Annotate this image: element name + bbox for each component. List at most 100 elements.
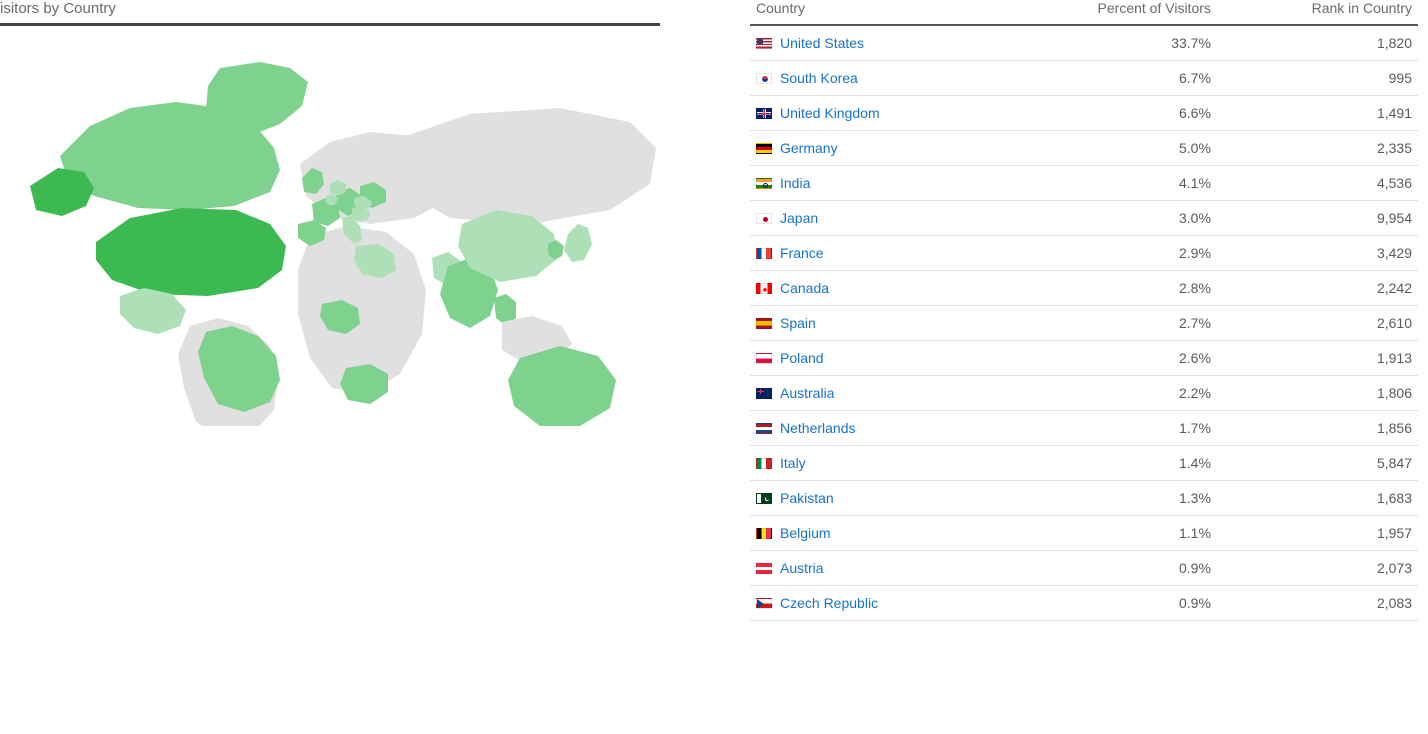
country-link[interactable]: United Kingdom bbox=[780, 105, 880, 121]
table-row: South Korea 6.7%995 bbox=[750, 61, 1418, 96]
table-row: Australia2.2%1,806 bbox=[750, 376, 1418, 411]
rank-cell: 2,242 bbox=[1217, 271, 1418, 306]
percent-cell: 1.4% bbox=[993, 446, 1217, 481]
rank-cell: 2,073 bbox=[1217, 551, 1418, 586]
country-cell: Spain bbox=[750, 306, 993, 341]
flag-icon bbox=[756, 318, 772, 329]
col-percent[interactable]: Percent of Visitors bbox=[993, 0, 1217, 25]
rank-cell: 1,913 bbox=[1217, 341, 1418, 376]
percent-cell: 0.9% bbox=[993, 586, 1217, 621]
table-row: United Kingdom6.6%1,491 bbox=[750, 96, 1418, 131]
flag-icon bbox=[756, 493, 772, 504]
percent-cell: 0.9% bbox=[993, 551, 1217, 586]
percent-cell: 2.7% bbox=[993, 306, 1217, 341]
rank-cell: 1,683 bbox=[1217, 481, 1418, 516]
table-row: Czech Republic 0.9%2,083 bbox=[750, 586, 1418, 621]
table-row: Netherlands 1.7%1,856 bbox=[750, 411, 1418, 446]
map-panel: isitors by Country bbox=[0, 0, 680, 426]
country-table: Country Percent of Visitors Rank in Coun… bbox=[750, 0, 1418, 621]
flag-icon bbox=[756, 213, 772, 224]
country-cell: Japan bbox=[750, 201, 993, 236]
table-row: Spain 2.7%2,610 bbox=[750, 306, 1418, 341]
rank-cell: 4,536 bbox=[1217, 166, 1418, 201]
flag-icon bbox=[756, 528, 772, 539]
country-link[interactable]: Australia bbox=[780, 385, 834, 401]
flag-icon bbox=[756, 178, 772, 189]
percent-cell: 4.1% bbox=[993, 166, 1217, 201]
table-row: Austria 0.9%2,073 bbox=[750, 551, 1418, 586]
map-united-states bbox=[96, 208, 286, 296]
country-link[interactable]: Pakistan bbox=[780, 490, 834, 506]
rank-cell: 1,856 bbox=[1217, 411, 1418, 446]
country-link[interactable]: France bbox=[780, 245, 824, 261]
country-link[interactable]: India bbox=[780, 175, 810, 191]
flag-icon bbox=[756, 598, 772, 609]
table-row: Canada2.8%2,242 bbox=[750, 271, 1418, 306]
rank-cell: 9,954 bbox=[1217, 201, 1418, 236]
country-link[interactable]: Japan bbox=[780, 210, 818, 226]
percent-cell: 3.0% bbox=[993, 201, 1217, 236]
table-row: United States33.7%1,820 bbox=[750, 25, 1418, 61]
map-japan bbox=[564, 224, 592, 262]
country-link[interactable]: Germany bbox=[780, 140, 838, 156]
country-cell: United Kingdom bbox=[750, 96, 993, 131]
country-link[interactable]: Netherlands bbox=[780, 420, 856, 436]
country-cell: Poland bbox=[750, 341, 993, 376]
map-alaska bbox=[30, 168, 94, 216]
country-cell: Italy bbox=[750, 446, 993, 481]
table-row: Poland 2.6%1,913 bbox=[750, 341, 1418, 376]
col-country[interactable]: Country bbox=[750, 0, 993, 25]
flag-icon bbox=[756, 283, 772, 294]
rank-cell: 995 bbox=[1217, 61, 1418, 96]
rank-cell: 1,957 bbox=[1217, 516, 1418, 551]
country-cell: India bbox=[750, 166, 993, 201]
table-row: France 2.9%3,429 bbox=[750, 236, 1418, 271]
table-row: Japan 3.0%9,954 bbox=[750, 201, 1418, 236]
flag-icon bbox=[756, 38, 772, 49]
country-link[interactable]: Italy bbox=[780, 455, 806, 471]
map-south-africa bbox=[340, 364, 388, 404]
map-mexico bbox=[120, 288, 186, 334]
flag-icon bbox=[756, 353, 772, 364]
table-row: Italy1.4%5,847 bbox=[750, 446, 1418, 481]
country-link[interactable]: South Korea bbox=[780, 70, 858, 86]
percent-cell: 1.1% bbox=[993, 516, 1217, 551]
flag-icon bbox=[756, 423, 772, 434]
table-row: Germany5.0%2,335 bbox=[750, 131, 1418, 166]
percent-cell: 33.7% bbox=[993, 25, 1217, 61]
section-title: isitors by Country bbox=[0, 0, 680, 23]
map-australia bbox=[508, 346, 616, 426]
percent-cell: 2.6% bbox=[993, 341, 1217, 376]
country-cell: Germany bbox=[750, 131, 993, 166]
country-cell: Pakistan bbox=[750, 481, 993, 516]
percent-cell: 1.3% bbox=[993, 481, 1217, 516]
flag-icon bbox=[756, 458, 772, 469]
country-cell: South Korea bbox=[750, 61, 993, 96]
country-cell: United States bbox=[750, 25, 993, 61]
col-rank[interactable]: Rank in Country bbox=[1217, 0, 1418, 25]
table-row: India 4.1%4,536 bbox=[750, 166, 1418, 201]
country-link[interactable]: Belgium bbox=[780, 525, 831, 541]
table-row: Pakistan 1.3%1,683 bbox=[750, 481, 1418, 516]
rank-cell: 2,610 bbox=[1217, 306, 1418, 341]
country-link[interactable]: United States bbox=[780, 35, 864, 51]
table-row: Belgium 1.1%1,957 bbox=[750, 516, 1418, 551]
country-link[interactable]: Spain bbox=[780, 315, 816, 331]
percent-cell: 6.7% bbox=[993, 61, 1217, 96]
country-link[interactable]: Czech Republic bbox=[780, 595, 878, 611]
percent-cell: 1.7% bbox=[993, 411, 1217, 446]
percent-cell: 2.2% bbox=[993, 376, 1217, 411]
world-map[interactable] bbox=[0, 46, 660, 426]
country-link[interactable]: Canada bbox=[780, 280, 829, 296]
section-underline bbox=[0, 23, 660, 26]
country-link[interactable]: Austria bbox=[780, 560, 824, 576]
country-cell: Czech Republic bbox=[750, 586, 993, 621]
percent-cell: 2.9% bbox=[993, 236, 1217, 271]
flag-icon bbox=[756, 73, 772, 84]
rank-cell: 3,429 bbox=[1217, 236, 1418, 271]
country-cell: Australia bbox=[750, 376, 993, 411]
rank-cell: 2,083 bbox=[1217, 586, 1418, 621]
percent-cell: 6.6% bbox=[993, 96, 1217, 131]
country-link[interactable]: Poland bbox=[780, 350, 824, 366]
rank-cell: 2,335 bbox=[1217, 131, 1418, 166]
